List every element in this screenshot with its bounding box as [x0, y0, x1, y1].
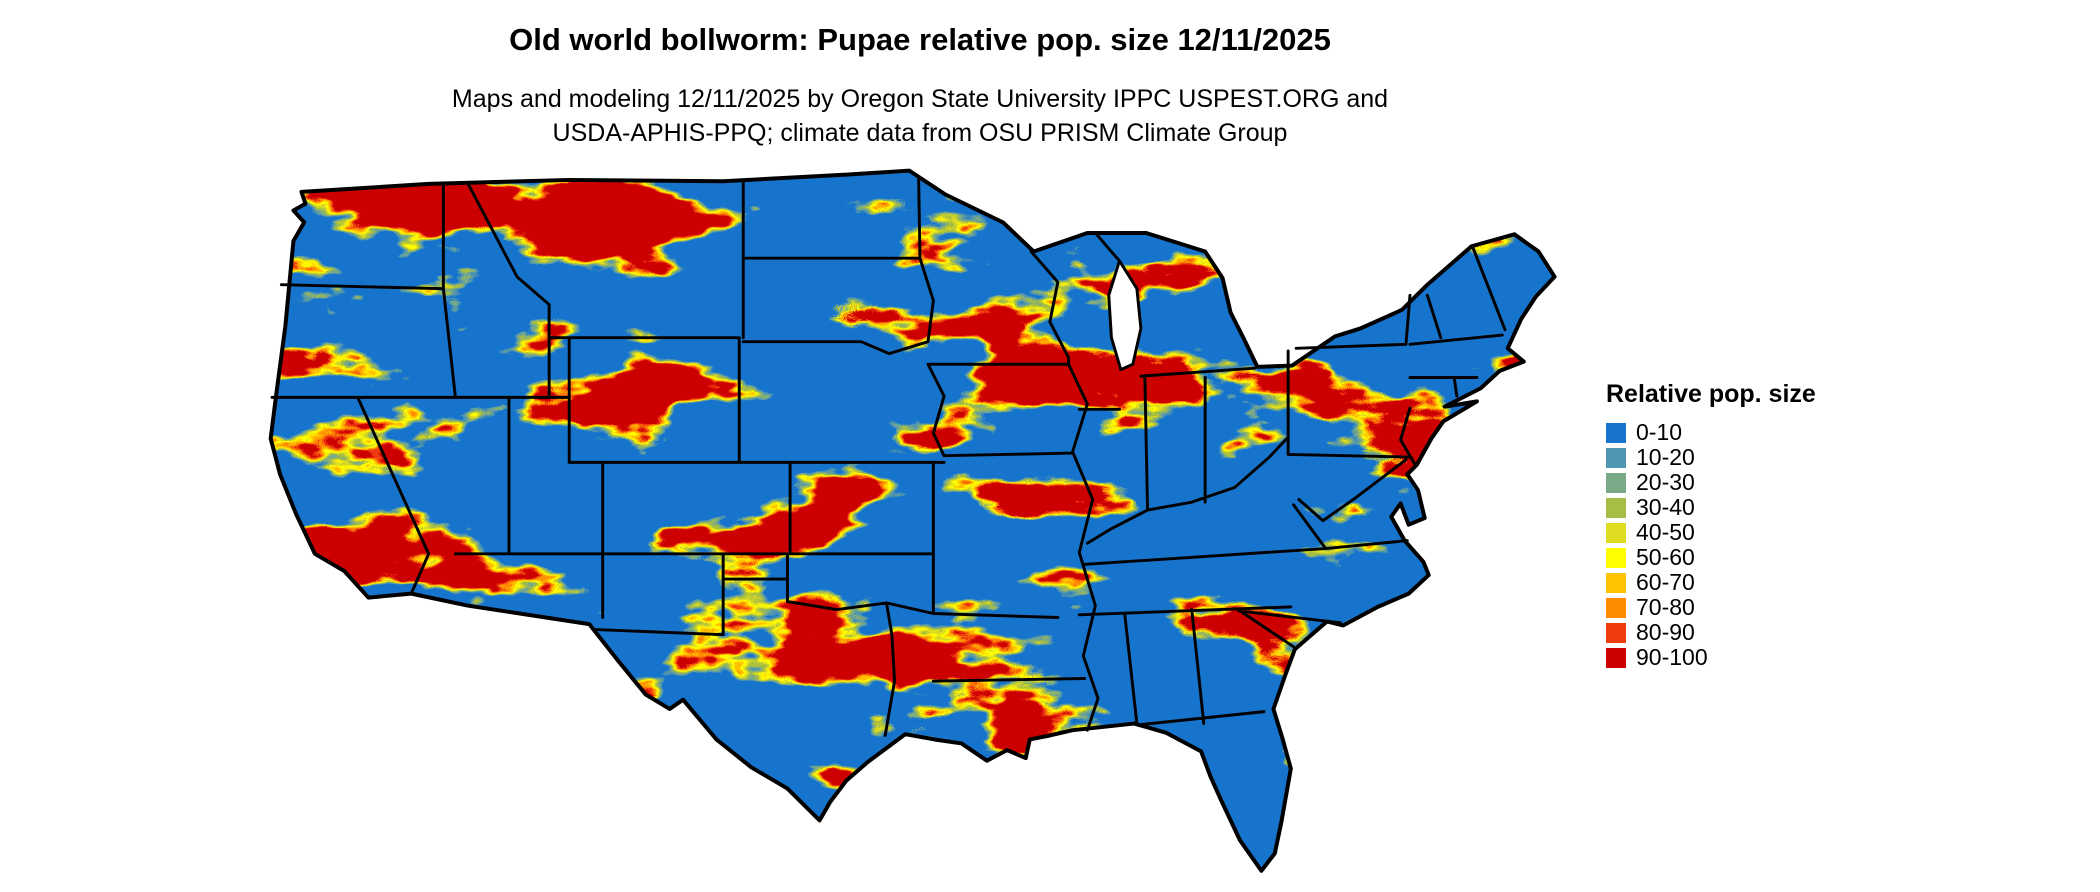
legend-swatch — [1606, 422, 1626, 443]
legend-item: 90-100 — [1606, 644, 1816, 670]
legend-swatch — [1606, 622, 1626, 643]
legend-bin-label: 40-50 — [1636, 519, 1695, 545]
legend-swatch — [1606, 522, 1626, 543]
legend-item: 80-90 — [1606, 619, 1816, 645]
map-subtitle: Maps and modeling 12/11/2025 by Oregon S… — [452, 82, 1388, 150]
legend-item: 20-30 — [1606, 469, 1816, 495]
legend-swatch — [1606, 647, 1626, 668]
legend-swatch — [1606, 547, 1626, 568]
legend-item: 10-20 — [1606, 444, 1816, 470]
legend-swatch — [1606, 497, 1626, 518]
legend-item: 30-40 — [1606, 494, 1816, 520]
legend-swatch — [1606, 597, 1626, 618]
legend-title: Relative pop. size — [1606, 380, 1816, 408]
lake-michigan — [1107, 259, 1143, 371]
map-subtitle-line-2: USDA-APHIS-PPQ; climate data from OSU PR… — [552, 119, 1288, 147]
us-heatmap-map — [268, 168, 1580, 884]
legend-bin-label: 10-20 — [1636, 444, 1695, 470]
state-borders — [270, 177, 1507, 737]
legend-item: 70-80 — [1606, 594, 1816, 620]
page-title: Old world bollworm: Pupae relative pop. … — [509, 22, 1331, 57]
legend-bin-label: 70-80 — [1636, 594, 1695, 620]
legend-bin-label: 0-10 — [1636, 419, 1683, 445]
legend-bin-label: 50-60 — [1636, 544, 1695, 570]
legend-bin-label: 80-90 — [1636, 619, 1695, 645]
legend-swatch — [1606, 472, 1626, 493]
legend-bin-label: 20-30 — [1636, 469, 1695, 495]
legend-item: 40-50 — [1606, 519, 1816, 545]
legend-swatch — [1606, 572, 1626, 593]
legend-bin-label: 90-100 — [1636, 644, 1708, 670]
legend-item: 0-10 — [1606, 419, 1816, 445]
us-map-svg — [268, 168, 1557, 873]
legend-item: 50-60 — [1606, 544, 1816, 570]
legend: Relative pop. size 0-10 10-20 20-30 30-4… — [1606, 380, 1816, 670]
legend-swatch — [1606, 447, 1626, 468]
us-outline — [268, 168, 1557, 873]
legend-bin-label: 30-40 — [1636, 494, 1695, 520]
map-subtitle-line-1: Maps and modeling 12/11/2025 by Oregon S… — [451, 85, 1389, 113]
legend-bin-label: 60-70 — [1636, 569, 1695, 595]
legend-item: 60-70 — [1606, 569, 1816, 595]
